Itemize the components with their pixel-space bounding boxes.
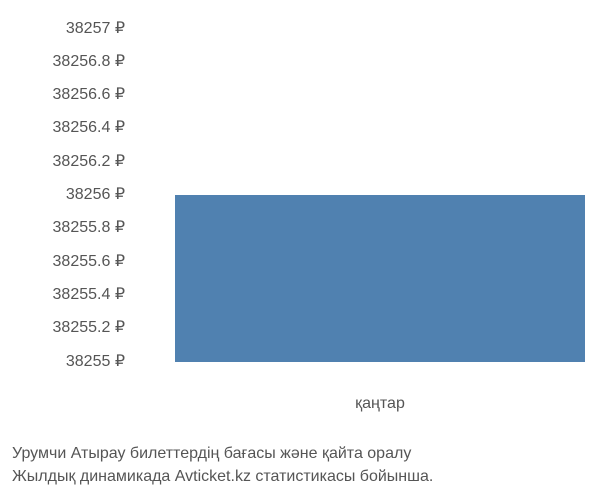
caption: Урумчи Атырау билеттердің бағасы және қа… (12, 443, 433, 488)
y-axis-label: 38255.8 ₽ (53, 220, 125, 236)
y-axis-label: 38256.4 ₽ (53, 120, 125, 136)
y-axis-label: 38256.2 ₽ (53, 154, 125, 170)
plot-area (135, 10, 580, 380)
y-axis-label: 38256.6 ₽ (53, 87, 125, 103)
y-axis-label: 38255.4 ₽ (53, 287, 125, 303)
x-axis-label: қаңтар (175, 395, 585, 413)
y-axis-label: 38255.6 ₽ (53, 254, 125, 270)
caption-line: Жылдық динамикада Avticket.kz статистика… (12, 466, 433, 488)
y-axis-label: 38256 ₽ (66, 187, 125, 203)
bar (175, 195, 585, 362)
y-axis-label: 38256.8 ₽ (53, 54, 125, 70)
y-axis-label: 38255.2 ₽ (53, 320, 125, 336)
y-axis-label: 38255 ₽ (66, 354, 125, 370)
y-axis-label: 38257 ₽ (66, 21, 125, 37)
caption-line: Урумчи Атырау билеттердің бағасы және қа… (12, 443, 433, 465)
chart-container: 38257 ₽ 38256.8 ₽ 38256.6 ₽ 38256.4 ₽ 38… (0, 10, 600, 390)
y-axis: 38257 ₽ 38256.8 ₽ 38256.6 ₽ 38256.4 ₽ 38… (0, 10, 130, 380)
